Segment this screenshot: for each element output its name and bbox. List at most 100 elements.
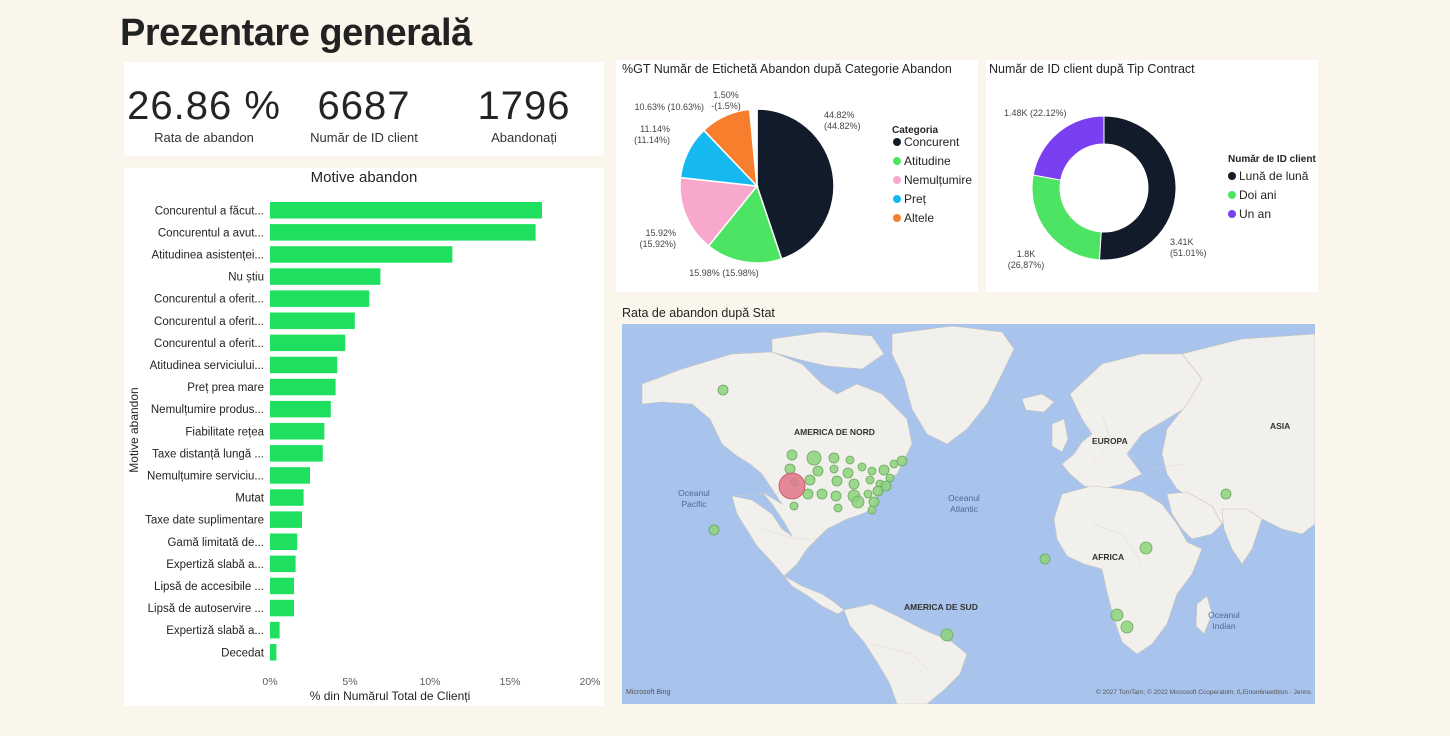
map-bubble[interactable] [851,495,865,509]
map-bubble[interactable] [831,475,843,487]
bar-category-label: Nemulțumire produs... [151,404,264,416]
map-bubble[interactable] [812,465,824,477]
map-bubble[interactable] [830,490,842,502]
kpi-churn-rate: 26.86 % Rata de abandon [124,84,284,145]
contract-type-donut-chart[interactable]: Număr de ID client după Tip Contract 3.4… [986,60,1318,292]
map-bubble[interactable] [867,466,877,476]
map-bubble[interactable] [829,464,839,474]
churn-reasons-card[interactable]: Motive abandon Motive abandon % din Numă… [124,168,604,706]
state-bubbles[interactable] [708,384,1232,642]
donut-slice[interactable] [1032,115,1105,181]
bar[interactable] [270,246,453,263]
map-bubble[interactable] [857,462,867,472]
churn-reasons-chart[interactable]: Motive abandon Motive abandon % din Numă… [124,168,604,706]
kpi-churn-rate-label: Rata de abandon [154,130,254,145]
map-bubble[interactable] [1220,488,1232,500]
map-bubble[interactable] [717,384,729,396]
pie-legend-marker [893,214,901,222]
border-eu1 [1091,413,1113,465]
map-bubble[interactable] [845,455,855,465]
map-bubble[interactable] [878,464,890,476]
bar[interactable] [270,599,294,617]
label-europe: EUROPA [1092,436,1128,446]
bar[interactable] [270,489,304,506]
map-bubble[interactable] [816,488,828,500]
map-bubble[interactable] [804,474,816,486]
pie-slice[interactable] [748,108,758,187]
bar-category-label: Concurentul a făcut... [155,205,264,217]
map-attribution: © 2027 TomTam; © 2022 Mıcrosoft Ccoperat… [1096,688,1312,696]
bar-category-label: Nemulțumire serviciu... [147,470,264,482]
donut-slice[interactable] [1098,115,1177,261]
churn-category-card[interactable]: %GT Număr de Etichetă Abandon după Categ… [616,60,978,292]
pie-slice[interactable] [679,176,759,247]
bar[interactable] [270,445,323,462]
contract-type-card[interactable]: Număr de ID client după Tip Contract 3.4… [986,60,1318,292]
map-bubble[interactable] [784,463,796,475]
pie-slice[interactable] [756,108,835,260]
bar-category-label: Taxe date suplimentare [145,515,264,527]
pie-legend-label: Altele [904,211,934,225]
bar[interactable] [270,268,381,285]
border-sa1 [871,643,933,675]
bar[interactable] [270,621,280,639]
world-map-svg[interactable]: AMERICA DE NORD EUROPA ASIA AFRICA AMERI… [622,324,1315,704]
map-bubble[interactable] [833,503,843,513]
donut-data-label: 1.48K (22.12%) [1004,108,1067,118]
map-bubble[interactable] [786,449,798,461]
map-bubble[interactable] [1120,620,1134,634]
map-bubble[interactable] [828,452,840,464]
kpi-churned-label: Abandonați [491,130,557,145]
map-bubble[interactable] [802,488,814,500]
map-bubble[interactable] [885,473,895,483]
map-bubble[interactable] [868,496,880,508]
bar[interactable] [270,511,302,528]
map-bubble[interactable] [1039,553,1051,565]
map-bubble[interactable] [865,475,875,485]
bar[interactable] [270,533,298,551]
pie-data-label: 1.50% [713,90,739,100]
kpi-churn-rate-value: 26.86 % [127,84,281,128]
map-bubble[interactable] [842,467,854,479]
churn-by-state-map-card[interactable]: Rata de abandon după Stat [616,304,1318,704]
bar[interactable] [270,334,346,352]
bar[interactable] [270,577,294,595]
map-bubble[interactable] [789,501,799,511]
donut-legend-marker [1228,172,1236,180]
bar[interactable] [270,224,536,241]
bar-category-label: Atitudinea asistenței... [151,249,264,261]
map-bubble[interactable] [848,478,860,490]
bar[interactable] [270,356,338,374]
churn-category-pie-chart[interactable]: %GT Număr de Etichetă Abandon după Categ… [616,60,978,292]
kpi-churned: 1796 Abandonați [444,84,604,145]
donut-data-sublabel: (51.01%) [1170,248,1207,258]
bar-category-label: Concurentul a oferit... [154,294,264,306]
map-bubble[interactable] [896,455,908,467]
map-bubble[interactable] [1110,608,1124,622]
map-bubble[interactable] [872,485,884,497]
map-bubble[interactable] [863,489,873,499]
bar-category-label: Decedat [221,647,265,659]
bar[interactable] [270,467,310,484]
bar[interactable] [270,202,542,219]
map-bubble[interactable] [806,450,822,466]
pie-legend-title: Categoria [892,125,939,136]
map-bubble[interactable] [1139,541,1153,555]
bar[interactable] [270,378,336,396]
bar[interactable] [270,312,355,330]
map-bubble-large[interactable] [778,472,806,500]
bar[interactable] [270,555,296,573]
pie-slice[interactable] [707,184,783,264]
map-bubble[interactable] [940,628,954,642]
world-map[interactable]: AMERICA DE NORD EUROPA ASIA AFRICA AMERI… [622,324,1315,704]
donut-data-sublabel: (26,87%) [1008,260,1045,270]
donut-slice[interactable] [1031,174,1102,261]
bar[interactable] [270,644,277,661]
bar[interactable] [270,400,331,418]
pie-data-sublabel: (44.82%) [824,121,861,131]
map-bubble[interactable] [708,524,720,536]
bar[interactable] [270,423,325,440]
map-bubble[interactable] [880,480,892,492]
bar[interactable] [270,290,370,307]
map-bubble[interactable] [867,505,877,515]
